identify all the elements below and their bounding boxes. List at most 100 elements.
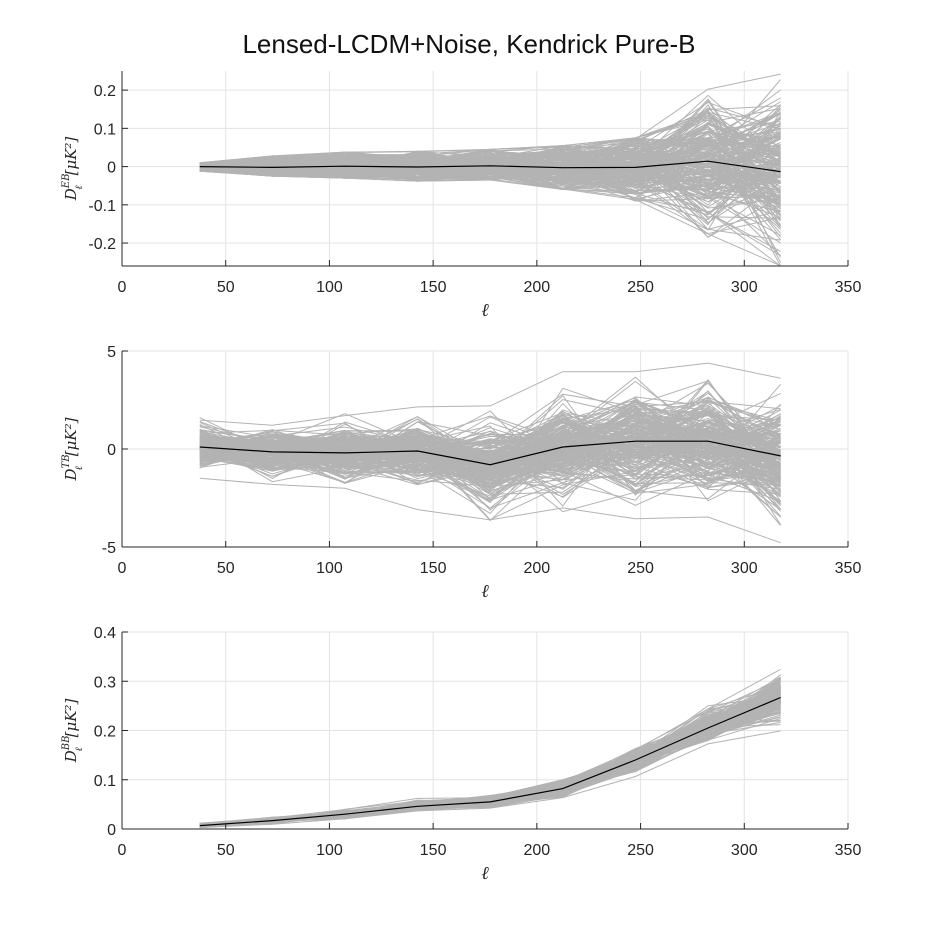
simulation-line [199,702,781,825]
simulation-line [199,422,781,498]
simulation-line [199,701,781,828]
x-tick-label: 300 [731,560,758,577]
mean-line [199,696,781,827]
simulation-line [199,141,781,184]
simulation-line [199,426,781,465]
y-axis-label-base: D [62,750,80,763]
x-tick-label: 150 [420,560,447,577]
y-tick-label: 0.2 [94,83,116,100]
x-tick-label: 250 [627,279,654,296]
x-tick-label: 50 [217,560,235,577]
y-tick-label: 0.1 [94,121,116,138]
simulation-line [199,379,782,479]
x-tick-label: 150 [420,842,447,859]
simulation-line [199,414,781,482]
y-axis-label-sup: EB [61,174,72,190]
x-tick-label: 350 [835,842,862,859]
y-tick-label: -0.1 [88,198,116,215]
plot-area [199,73,782,266]
y-tick-label: 0.4 [94,625,116,642]
panel-eb: 0 50 100 150 200 250 300 350-0.2-0.100.10.2ℓDEB… [61,71,861,321]
x-tick-label: 50 [217,842,235,859]
y-axis-label: DTB ℓ [μK²] [61,417,85,481]
plot-area [199,362,782,544]
simulation-line [199,362,781,426]
x-tick-label: 200 [524,279,551,296]
simulation-line [199,433,781,484]
x-tick-label: 0 [118,560,127,577]
simulation-line [199,396,781,467]
y-axis-label-base: D [62,188,80,201]
x-tick-label: 350 [835,560,862,577]
x-axis-label: ℓ [481,863,489,884]
simulation-line [199,431,781,497]
simulation-line [199,403,781,490]
mean-line [199,160,781,173]
x-tick-label: 100 [316,560,343,577]
x-axis-label: ℓ [481,581,489,602]
simulation-line [199,152,781,199]
simulation-line [199,423,781,495]
y-axis-label-unit: [μK²] [62,699,80,738]
simulation-line [199,424,781,515]
simulation-lines [199,362,782,544]
x-tick-label: 50 [217,279,235,296]
simulation-line [199,434,781,493]
x-tick-label: 0 [118,279,127,296]
simulation-lines [199,73,782,266]
x-tick-label: 200 [524,842,551,859]
simulation-line [199,134,781,179]
x-tick-label: 150 [420,279,447,296]
y-axis-label-sub: ℓ [74,185,85,189]
x-tick-label: 100 [316,842,343,859]
y-axis-label-sub: ℓ [74,466,85,470]
simulation-line [199,409,781,474]
x-tick-label: 250 [627,842,654,859]
y-axis-label: DEB ℓ [μK²] [61,137,85,202]
simulation-lines [199,668,781,829]
y-tick-label: 0 [107,442,116,459]
y-axis-label-unit: [μK²] [62,137,80,176]
x-tick-label: 200 [524,560,551,577]
simulation-line [199,156,781,198]
simulation-line [199,429,781,502]
x-tick-label: 300 [731,279,758,296]
x-tick-label: 300 [731,842,758,859]
y-axis-label: DBB ℓ [μK²] [61,699,85,764]
simulation-line [199,156,781,180]
x-tick-label: 0 [118,842,127,859]
y-tick-label: 5 [107,344,116,361]
simulation-line [199,140,781,199]
y-tick-label: 0.1 [94,773,116,790]
simulation-line [199,409,781,480]
plot-area [199,668,781,829]
simulation-line [199,409,782,526]
y-tick-label: 0.3 [94,674,116,691]
y-axis-label-sup: TB [61,454,72,468]
figure-title: Lensed-LCDM+Noise, Kendrick Pure-B [242,29,695,59]
y-axis-label-sub: ℓ [74,747,85,751]
y-tick-label: -0.2 [88,236,116,253]
x-axis-label: ℓ [481,300,489,321]
y-tick-label: 0.2 [94,724,116,741]
y-tick-label: 0 [107,160,116,177]
x-tick-label: 100 [316,279,343,296]
simulation-line [199,136,781,177]
y-tick-label: 0 [107,822,116,839]
y-axis-label-base: D [62,468,80,481]
simulation-line [199,146,781,183]
mean-line [199,440,781,466]
y-axis-label-unit: [μK²] [62,417,80,456]
y-tick-label: -5 [102,540,116,557]
x-tick-label: 250 [627,560,654,577]
simulation-line [199,418,781,497]
y-axis-label-sup: BB [61,736,72,752]
simulation-line [199,396,781,501]
simulation-line [199,430,781,481]
simulation-line [199,699,781,826]
x-tick-label: 350 [835,279,862,296]
simulation-line [199,109,782,221]
